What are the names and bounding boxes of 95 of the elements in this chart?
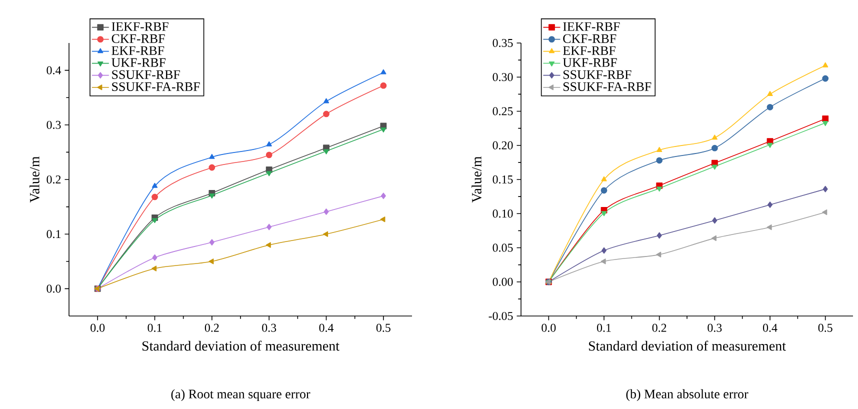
point [323, 149, 330, 154]
legend-label: UKF-RBF [112, 58, 166, 67]
x-tick-label: 0.3 [708, 324, 722, 332]
point [656, 232, 662, 239]
legend-label: UKF-RBF [562, 58, 617, 67]
y-tick-label: 0.0 [46, 284, 61, 293]
point [152, 254, 158, 261]
text: (b) Mean absolute error [626, 389, 748, 402]
point [767, 142, 773, 148]
point [656, 157, 663, 164]
x-tick-label: 0.4 [319, 324, 334, 332]
point [208, 258, 214, 264]
y-tick-label: -0.05 [488, 312, 513, 320]
y-tick-label: 0.35 [492, 38, 513, 48]
point [600, 258, 606, 264]
point [209, 239, 214, 246]
point [656, 186, 662, 192]
x-tick-label: 0.1 [148, 324, 162, 332]
point [323, 98, 330, 104]
legend-label: IEKF-RBF [112, 22, 168, 31]
point [152, 266, 157, 272]
point [600, 187, 608, 194]
y-axis-title: Value/m [30, 156, 40, 203]
y-tick-label: 0.2 [46, 175, 61, 184]
point [822, 116, 829, 122]
point [152, 194, 158, 200]
y-tick-label: 0.30 [492, 73, 513, 82]
point [822, 75, 829, 82]
x-tick-label: 0.4 [762, 324, 778, 332]
legend-label: IEKF-RBF [563, 22, 620, 31]
legend-label: CKF-RBF [563, 34, 616, 43]
point [601, 176, 607, 182]
point [768, 202, 773, 208]
y-tick-label: 0.15 [492, 175, 513, 184]
legend-label: SSUKF-RBF [563, 70, 632, 79]
point [266, 224, 272, 230]
x-tick-label: 0.2 [204, 324, 219, 332]
point [152, 182, 158, 188]
y-tick-label: 0.4 [46, 66, 62, 74]
point [152, 218, 158, 224]
y-tick-label: 0.10 [492, 210, 513, 218]
legend-label: SSUKF-RBF [112, 70, 180, 79]
point [822, 121, 828, 126]
y-tick-label: 0.05 [492, 244, 513, 252]
y-tick-label: 0.25 [492, 107, 513, 116]
point [209, 194, 215, 199]
point [266, 242, 271, 248]
legend-label: EKF-RBF [563, 46, 616, 55]
point [380, 216, 386, 222]
x-tick-label: 0.0 [90, 324, 105, 332]
point [208, 164, 216, 171]
point [822, 209, 828, 216]
x-tick-label: 0.5 [376, 324, 390, 332]
y-tick-label: 0.3 [46, 120, 61, 129]
point [656, 252, 662, 258]
y-tick-label: 0.1 [46, 230, 61, 238]
point [380, 127, 386, 132]
legend-label: SSUKF-FA-RBF [112, 82, 200, 92]
y-axis-title: Value/m [472, 156, 482, 203]
point [712, 217, 718, 224]
legend-label: CKF-RBF [112, 34, 165, 43]
point [766, 224, 772, 230]
x-axis-title: Standard deviation of measurement [588, 340, 786, 351]
point [822, 62, 828, 68]
x-tick-label: 0.5 [818, 324, 832, 332]
point [266, 152, 272, 158]
legend-label: SSUKF-FA-RBF [563, 82, 652, 92]
point [766, 104, 774, 110]
point [324, 208, 329, 215]
point [712, 164, 718, 170]
point [380, 69, 386, 74]
text: (a) Root mean square error [171, 389, 310, 402]
point [712, 134, 718, 140]
point [767, 90, 773, 96]
point [323, 231, 328, 237]
y-tick-label: 0.20 [492, 141, 513, 150]
point [209, 154, 215, 159]
x-axis-title: Standard deviation of measurement [142, 340, 340, 351]
legend-label: EKF-RBF [112, 46, 164, 55]
point [266, 171, 272, 176]
y-tick-label: 0.00 [492, 278, 513, 286]
point [822, 186, 828, 192]
x-tick-label: 0.0 [542, 324, 556, 332]
point [380, 192, 386, 200]
point [656, 146, 662, 152]
point [266, 141, 272, 146]
point [711, 144, 718, 152]
point [323, 110, 330, 118]
point [380, 82, 387, 89]
x-tick-label: 0.2 [652, 324, 666, 332]
point [601, 211, 607, 216]
point [602, 247, 607, 254]
x-tick-label: 0.3 [262, 324, 276, 332]
point [711, 235, 716, 242]
x-tick-label: 0.1 [596, 324, 611, 332]
